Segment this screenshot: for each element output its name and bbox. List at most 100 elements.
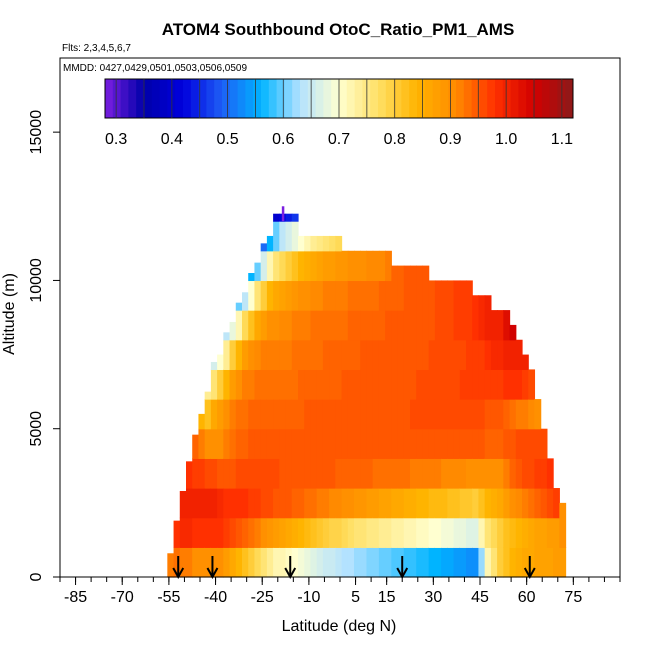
heatmap-cell [522, 488, 529, 519]
colorbar-segment [495, 79, 504, 118]
colorbar-segment [432, 79, 441, 118]
heatmap-cell [366, 280, 374, 311]
heatmap-cell [453, 488, 461, 519]
heatmap-cell [198, 458, 206, 489]
heatmap-cell [410, 488, 417, 519]
heatmap-cell [273, 339, 280, 370]
heatmap-cell [385, 369, 392, 400]
colorbar-segment [159, 79, 168, 118]
heatmap-cell [472, 547, 480, 578]
heatmap-cell [528, 369, 536, 400]
heatmap-cell [410, 310, 417, 341]
heatmap-cell [522, 354, 529, 370]
heatmap-cell [484, 547, 492, 578]
heatmap-cell [441, 458, 448, 489]
heatmap-cell [322, 310, 330, 341]
heatmap-cell [304, 458, 312, 489]
heatmap-cell [540, 547, 548, 578]
heatmap-cell [242, 517, 249, 548]
heatmap-cell [366, 458, 374, 489]
heatmap-cell [310, 339, 318, 370]
heatmap-cell [229, 488, 237, 519]
heatmap-cell [285, 339, 293, 370]
heatmap-cell [490, 547, 498, 578]
heatmap-cell [186, 547, 193, 578]
heatmap-cell [254, 458, 262, 489]
heatmap-cell [335, 250, 343, 282]
heatmap-cell [198, 547, 206, 578]
heatmap-cell [422, 369, 430, 400]
heatmap-cell [354, 428, 361, 459]
heatmap-cell [441, 488, 448, 519]
heatmap-cell [248, 369, 256, 400]
y-axis: 0 5000 10000 15000 [28, 110, 60, 581]
heatmap-cell [416, 310, 424, 341]
heatmap-cell [260, 310, 268, 341]
heatmap-cell [329, 428, 336, 459]
heatmap-cell [242, 399, 249, 430]
heatmap-cell [366, 517, 374, 548]
heatmap-cell [466, 517, 473, 548]
heatmap-cell [204, 458, 212, 489]
heatmap-cell [167, 553, 175, 578]
colorbar-segment [120, 79, 129, 118]
heatmap-cell [273, 280, 280, 311]
heatmap-cell [204, 428, 212, 459]
heatmap-cell [341, 339, 349, 370]
heatmap-cell [310, 369, 318, 400]
heatmap-cell [410, 265, 417, 311]
heatmap-cell [459, 458, 467, 489]
heatmap-cell [235, 302, 243, 311]
heatmap-cell [341, 399, 349, 430]
heatmap-cell [366, 310, 374, 341]
heatmap-cell [298, 547, 305, 578]
heatmap-cell [316, 310, 324, 341]
colorbar-segment [214, 79, 223, 118]
heatmap-cell [260, 339, 268, 370]
heatmap-cell [472, 517, 480, 548]
heatmap-cell [279, 428, 287, 459]
colorbar-segment [190, 79, 200, 118]
heatmap-cell [391, 488, 399, 519]
heatmap-cell [459, 488, 467, 519]
heatmap-cell [223, 369, 231, 400]
heatmap-cell [235, 428, 243, 459]
colorbar-segment [222, 79, 231, 118]
heatmap-cell [366, 369, 374, 400]
heatmap-cell [335, 369, 343, 400]
heatmap-cell [254, 339, 262, 370]
heatmap-cell [546, 458, 554, 489]
heatmap-cell [466, 369, 473, 400]
colorbar-segment [456, 79, 465, 118]
heatmap-cell [503, 488, 511, 519]
heatmap-cell [322, 458, 330, 489]
heatmap-cell [304, 369, 312, 400]
heatmap-cell [559, 547, 567, 578]
heatmap-cell [291, 517, 299, 548]
colorbar-segment [370, 79, 379, 118]
heatmap-cell [434, 369, 442, 400]
heatmap-cell [397, 547, 405, 578]
heatmap-cell [198, 413, 206, 430]
heatmap-cell [372, 250, 380, 282]
colorbar-segment [526, 79, 535, 118]
heatmap-cell [266, 517, 274, 548]
colorbar-segment [175, 79, 184, 118]
x-axis-label: Latitude (deg N) [282, 618, 397, 635]
heatmap-cell [291, 369, 299, 400]
heatmap-cell [329, 250, 336, 282]
heatmap-cell [360, 458, 368, 489]
heatmap-cell [291, 280, 299, 311]
heatmap-cell [540, 488, 548, 519]
heatmap-cell [329, 488, 336, 519]
heatmap-cell [335, 310, 343, 341]
heatmap-cell [472, 458, 480, 489]
heatmap-cell [335, 428, 343, 459]
heatmap-cell [509, 324, 517, 341]
heatmap-cell [223, 332, 231, 341]
colorbar-segment [206, 79, 215, 118]
heatmap-cell [260, 280, 268, 311]
heatmap-cell [291, 547, 299, 578]
colorbar-segment [463, 79, 473, 118]
